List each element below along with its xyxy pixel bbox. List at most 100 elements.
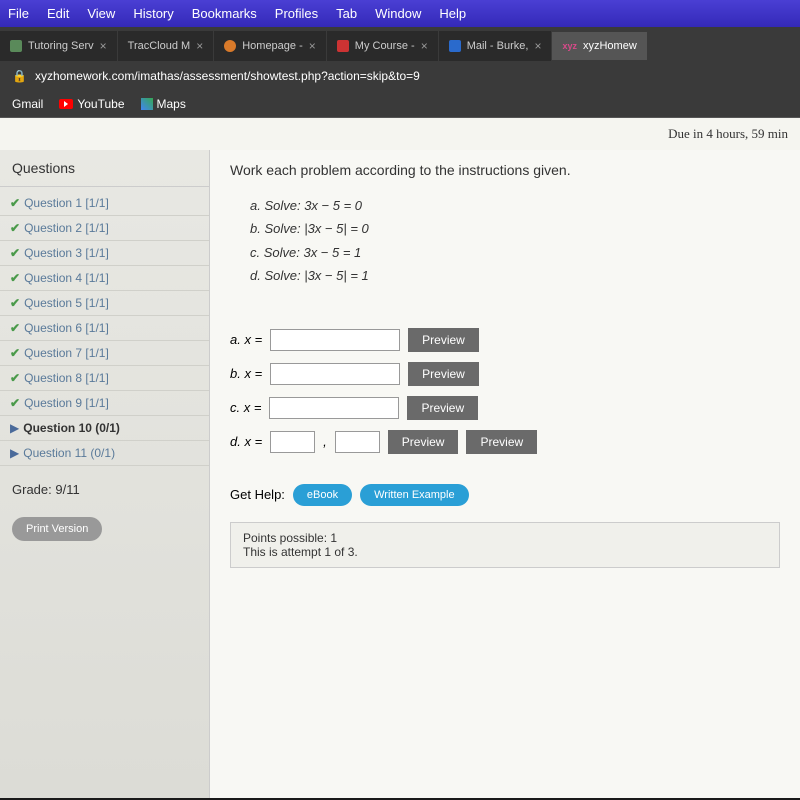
problem-d: d. Solve: |3x − 5| = 1 bbox=[250, 264, 780, 287]
question-item[interactable]: ✔ Question 1 [1/1] bbox=[0, 191, 209, 216]
answer-input[interactable] bbox=[270, 431, 315, 453]
preview-button[interactable]: Preview bbox=[408, 362, 479, 386]
page-content: Due in 4 hours, 59 min Questions ✔Questi… bbox=[0, 118, 800, 798]
question-link[interactable]: Question 1 [1/1] bbox=[24, 196, 109, 210]
answer-label: b. x = bbox=[230, 366, 262, 381]
question-item[interactable]: ✔ Question 9 [1/1] bbox=[0, 391, 209, 416]
bookmark-gmail[interactable]: Gmail bbox=[12, 97, 43, 111]
check-icon: ✔ bbox=[10, 271, 20, 285]
question-item[interactable]: ✔ Question 5 [1/1] bbox=[0, 291, 209, 316]
bookmark-maps[interactable]: Maps bbox=[141, 97, 186, 111]
problem-list: a. Solve: 3x − 5 = 0 b. Solve: |3x − 5| … bbox=[250, 194, 780, 288]
check-icon: ✔ bbox=[10, 346, 20, 360]
menu-profiles[interactable]: Profiles bbox=[275, 6, 318, 21]
arrow-icon: ▶ bbox=[10, 446, 19, 460]
grade-display: Grade: 9/11 bbox=[0, 470, 209, 509]
answer-section: a. x =Previewb. x =Previewc. x =Previewd… bbox=[230, 328, 780, 454]
tab-favicon bbox=[337, 40, 349, 52]
check-icon: ✔ bbox=[10, 296, 20, 310]
question-link[interactable]: Question 5 [1/1] bbox=[24, 296, 109, 310]
bookmark-youtube[interactable]: YouTube bbox=[59, 97, 124, 111]
url-bar: 🔒 xyzhomework.com/imathas/assessment/sho… bbox=[0, 61, 800, 91]
question-item[interactable]: ✔ Question 6 [1/1] bbox=[0, 316, 209, 341]
problem-a: a. Solve: 3x − 5 = 0 bbox=[250, 194, 780, 217]
bookmarks-bar: Gmail YouTube Maps bbox=[0, 91, 800, 118]
ebook-button[interactable]: eBook bbox=[293, 484, 352, 506]
menu-window[interactable]: Window bbox=[375, 6, 421, 21]
menu-edit[interactable]: Edit bbox=[47, 6, 69, 21]
question-link[interactable]: Question 4 [1/1] bbox=[24, 271, 109, 285]
close-icon[interactable]: × bbox=[421, 39, 428, 53]
answer-label: d. x = bbox=[230, 434, 262, 449]
browser-tab[interactable]: TracCloud M× bbox=[118, 31, 214, 61]
browser-tab[interactable]: My Course -× bbox=[327, 31, 438, 61]
question-link[interactable]: Question 6 [1/1] bbox=[24, 321, 109, 335]
close-icon[interactable]: × bbox=[534, 39, 541, 53]
question-item[interactable]: ✔ Question 2 [1/1] bbox=[0, 216, 209, 241]
question-link[interactable]: Question 8 [1/1] bbox=[24, 371, 109, 385]
tab-favicon bbox=[449, 40, 461, 52]
answer-label: a. x = bbox=[230, 332, 262, 347]
points-possible: Points possible: 1 bbox=[243, 531, 767, 545]
menu-history[interactable]: History bbox=[133, 6, 173, 21]
question-link[interactable]: Question 2 [1/1] bbox=[24, 221, 109, 235]
check-icon: ✔ bbox=[10, 246, 20, 260]
answer-input[interactable] bbox=[270, 329, 400, 351]
tab-favicon bbox=[224, 40, 236, 52]
menu-help[interactable]: Help bbox=[439, 6, 466, 21]
question-link[interactable]: Question 10 (0/1) bbox=[23, 421, 120, 435]
answer-input[interactable] bbox=[270, 363, 400, 385]
browser-tab[interactable]: Homepage -× bbox=[214, 31, 326, 61]
check-icon: ✔ bbox=[10, 221, 20, 235]
preview-button[interactable]: Preview bbox=[407, 396, 478, 420]
question-item[interactable]: ✔Question 8 [1/1] bbox=[0, 366, 209, 391]
browser-tab[interactable]: Tutoring Serv× bbox=[0, 31, 117, 61]
question-item[interactable]: ▶Question 10 (0/1) bbox=[0, 416, 209, 441]
check-icon: ✔ bbox=[10, 321, 20, 335]
problem-c: c. Solve: 3x − 5 = 1 bbox=[250, 241, 780, 264]
answer-row: d. x =,PreviewPreview bbox=[230, 430, 780, 454]
menu-file[interactable]: File bbox=[8, 6, 29, 21]
question-link[interactable]: Question 11 (0/1) bbox=[23, 446, 115, 460]
browser-tab[interactable]: Mail - Burke,× bbox=[439, 31, 552, 61]
preview-button[interactable]: Preview bbox=[388, 430, 459, 454]
menu-tab[interactable]: Tab bbox=[336, 6, 357, 21]
problem-b: b. Solve: |3x − 5| = 0 bbox=[250, 217, 780, 240]
help-label: Get Help: bbox=[230, 487, 285, 502]
question-item[interactable]: ✔ Question 4 [1/1] bbox=[0, 266, 209, 291]
close-icon[interactable]: × bbox=[196, 39, 203, 53]
question-item[interactable]: ▶ Question 11 (0/1) bbox=[0, 441, 209, 466]
lock-icon: 🔒 bbox=[12, 69, 27, 83]
preview-button[interactable]: Preview bbox=[466, 430, 537, 454]
work-area: Work each problem according to the instr… bbox=[210, 150, 800, 798]
close-icon[interactable]: × bbox=[100, 39, 107, 53]
answer-input[interactable] bbox=[269, 397, 399, 419]
check-icon: ✔ bbox=[10, 196, 20, 210]
instructions-text: Work each problem according to the instr… bbox=[230, 162, 780, 178]
question-link[interactable]: Question 7 [1/1] bbox=[24, 346, 109, 360]
youtube-icon bbox=[59, 99, 73, 109]
help-row: Get Help: eBook Written Example bbox=[230, 484, 780, 506]
sidebar-header: Questions bbox=[0, 150, 209, 187]
answer-row: c. x =Preview bbox=[230, 396, 780, 420]
browser-tab-active[interactable]: xyzxyzHomew bbox=[552, 32, 646, 60]
answer-input[interactable] bbox=[335, 431, 380, 453]
written-example-button[interactable]: Written Example bbox=[360, 484, 469, 506]
print-version-button[interactable]: Print Version bbox=[12, 517, 102, 541]
check-icon: ✔ bbox=[10, 396, 20, 410]
menu-view[interactable]: View bbox=[87, 6, 115, 21]
answer-row: b. x = Preview bbox=[230, 362, 780, 386]
url-text[interactable]: xyzhomework.com/imathas/assessment/showt… bbox=[35, 69, 420, 83]
close-icon[interactable]: × bbox=[309, 39, 316, 53]
question-link[interactable]: Question 9 [1/1] bbox=[24, 396, 109, 410]
question-list: ✔Question 1 [1/1]✔Question 2 [1/1]✔Quest… bbox=[0, 187, 209, 470]
preview-button[interactable]: Preview bbox=[408, 328, 479, 352]
due-notice: Due in 4 hours, 59 min bbox=[0, 118, 800, 150]
question-item[interactable]: ✔ Question 3 [1/1] bbox=[0, 241, 209, 266]
attempt-info: This is attempt 1 of 3. bbox=[243, 545, 767, 559]
points-box: Points possible: 1 This is attempt 1 of … bbox=[230, 522, 780, 568]
menu-bookmarks[interactable]: Bookmarks bbox=[192, 6, 257, 21]
question-link[interactable]: Question 3 [1/1] bbox=[24, 246, 109, 260]
question-item[interactable]: ✔ Question 7 [1/1] bbox=[0, 341, 209, 366]
tab-brand: xyz bbox=[562, 41, 577, 51]
